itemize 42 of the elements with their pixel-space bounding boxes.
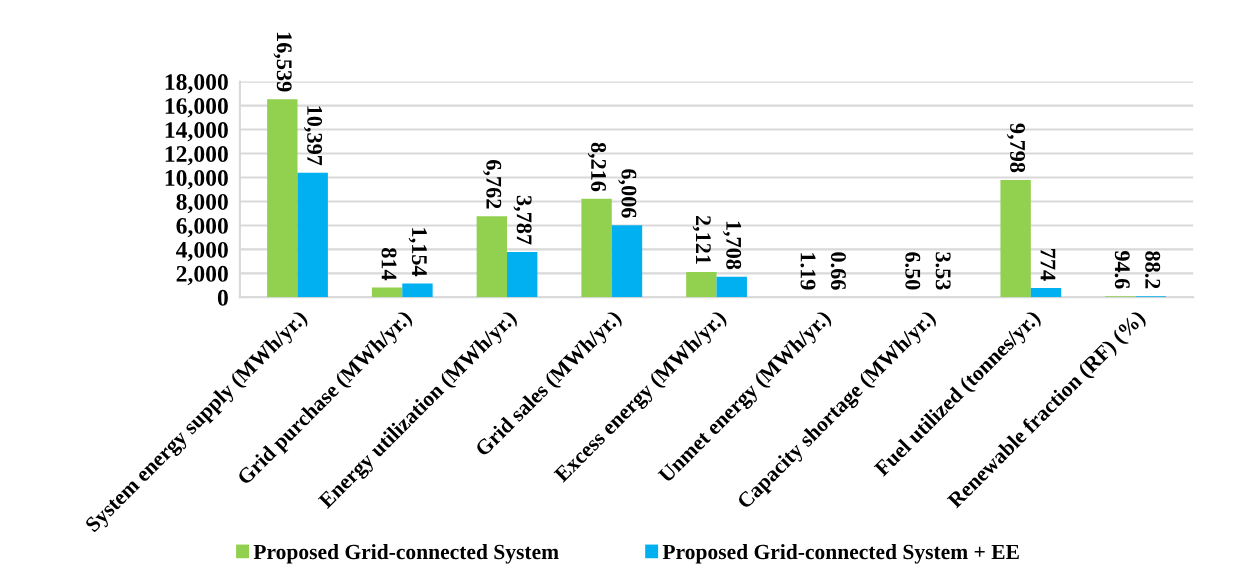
data-label: 3.53	[935, 252, 951, 290]
y-tick-label: 2,000	[176, 265, 228, 286]
data-label: 6.50	[905, 252, 921, 290]
data-label: 3,787	[513, 195, 532, 245]
data-label: 2,121	[692, 215, 711, 264]
y-tick-label: 0	[217, 289, 228, 306]
bar	[611, 225, 643, 298]
legend-label: Proposed Grid-connected System + EE	[662, 544, 1019, 564]
data-label: 9,798	[1006, 123, 1026, 173]
data-label: 6,006	[618, 169, 637, 218]
data-label: 16,539	[273, 32, 292, 92]
bar	[686, 271, 717, 298]
y-tick-label: 4,000	[175, 241, 228, 262]
bar	[716, 276, 747, 298]
data-label: 0.66	[830, 252, 846, 290]
data-label: 10,397	[303, 106, 323, 166]
legend-label: Proposed Grid-connected System	[253, 544, 559, 564]
data-label: 1,708	[722, 221, 742, 270]
data-label: 1.19	[800, 253, 816, 290]
y-tick-label: 10,000	[165, 169, 228, 190]
bar	[1000, 179, 1031, 298]
y-tick-label: 8,000	[176, 193, 228, 214]
y-tick-label: 14,000	[165, 122, 228, 142]
y-tick-label: 6,000	[176, 217, 228, 238]
data-label: 88.2	[1145, 251, 1161, 289]
data-label: 774	[1040, 249, 1056, 281]
bar	[402, 283, 433, 298]
data-label: 8,216	[587, 142, 607, 192]
bar	[371, 287, 403, 298]
y-tick-label: 12,000	[165, 146, 228, 166]
data-label: 94.6	[1114, 250, 1130, 289]
bar	[507, 251, 538, 298]
data-label: 814	[381, 248, 397, 281]
bar	[1030, 288, 1062, 298]
bar	[581, 198, 612, 298]
data-label: 1,154	[408, 228, 427, 277]
data-label: 6,762	[483, 160, 502, 209]
y-tick-label: 18,000	[165, 74, 228, 94]
bar	[476, 216, 508, 298]
bar	[297, 172, 328, 298]
bar	[267, 99, 298, 298]
y-tick-label: 16,000	[165, 98, 228, 118]
